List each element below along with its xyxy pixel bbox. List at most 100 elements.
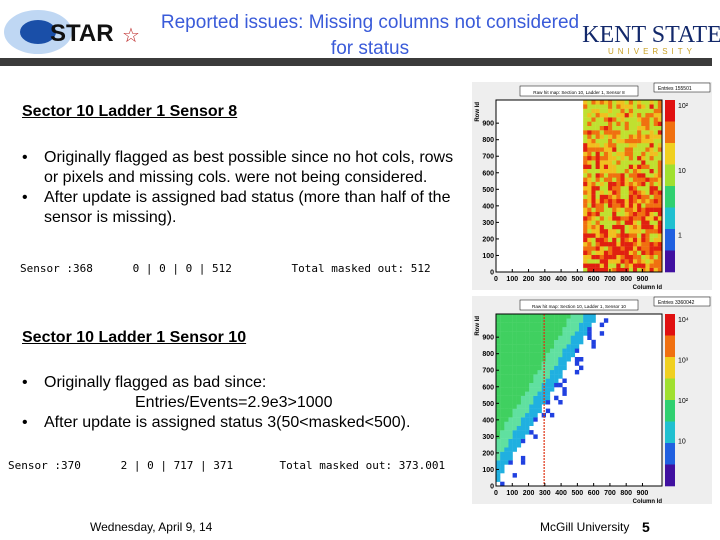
- heat-cell: [516, 365, 522, 371]
- heat-cell: [628, 263, 634, 268]
- heat-cell: [512, 438, 517, 444]
- heat-cell: [628, 186, 634, 191]
- x-tick-label: 300: [539, 276, 551, 283]
- heat-cell: [595, 104, 600, 109]
- heat-cell: [583, 322, 588, 328]
- heat-cell: [500, 335, 505, 340]
- heat-cell: [608, 263, 613, 268]
- heat-cell: [591, 138, 596, 144]
- heat-cell: [516, 443, 522, 448]
- heat-cell: [525, 357, 530, 362]
- heat-cell: [608, 100, 613, 105]
- heat-cell: [512, 335, 517, 340]
- heat-cell: [533, 331, 538, 336]
- heat-cell: [657, 237, 663, 243]
- heat-cell: [541, 412, 546, 418]
- heat-cell: [537, 357, 542, 362]
- heat-cell: [620, 121, 625, 126]
- heat-cell: [500, 455, 505, 461]
- heat-cell: [653, 100, 659, 105]
- heat-cell: [603, 216, 609, 221]
- heat-cell: [583, 224, 588, 230]
- heat-cell: [587, 117, 592, 122]
- entries: Entries 3360042: [658, 300, 695, 306]
- heat-cell: [500, 357, 505, 362]
- heat-cell: [645, 198, 650, 204]
- heat-cell: [508, 395, 513, 401]
- x-tick-label: 800: [620, 276, 632, 283]
- heat-cell: [587, 181, 592, 187]
- heat-cell: [512, 425, 517, 431]
- heat-cell: [628, 181, 634, 187]
- heat-cell: [587, 331, 592, 336]
- heat-cell: [608, 207, 613, 212]
- heat-cell: [657, 130, 663, 135]
- heat-cell: [641, 134, 646, 139]
- heat-cell: [595, 254, 600, 260]
- heat-cell: [653, 147, 659, 152]
- x-tick-label: 200: [523, 276, 535, 283]
- heat-cell: [591, 117, 596, 122]
- heat-cell: [533, 369, 538, 375]
- heat-cell: [562, 378, 567, 383]
- heat-cell: [637, 117, 642, 122]
- heat-cell: [620, 147, 625, 152]
- heat-cell: [583, 237, 588, 243]
- heat-cell: [508, 331, 513, 336]
- heat-cell: [653, 190, 659, 195]
- heat-cell: [545, 318, 551, 323]
- heat-cell: [520, 417, 526, 422]
- heat-cell: [620, 259, 625, 264]
- footer-date: Wednesday, April 9, 14: [90, 520, 213, 534]
- heat-cell: [632, 173, 638, 178]
- heat-cell: [612, 229, 617, 234]
- heat-cell: [645, 164, 650, 169]
- heat-cell: [533, 361, 538, 366]
- heat-cell: [587, 173, 592, 178]
- heat-cell: [628, 160, 634, 165]
- heat-cell: [558, 365, 563, 371]
- heat-cell: [537, 404, 542, 409]
- heat-cell: [637, 173, 642, 178]
- heat-cell: [603, 207, 609, 212]
- heat-cell: [637, 121, 642, 126]
- heat-cell: [637, 130, 642, 135]
- heat-cell: [603, 173, 609, 178]
- heat-cell: [500, 331, 505, 336]
- bullet-list: Originally flagged as best possible sinc…: [22, 148, 467, 228]
- heat-cell: [587, 104, 592, 109]
- heat-cell: [541, 395, 546, 401]
- heat-cell: [595, 267, 600, 273]
- heat-cell: [525, 318, 530, 323]
- heat-cell: [641, 177, 646, 182]
- heat-cell: [537, 335, 542, 340]
- heat-cell: [496, 460, 501, 465]
- heat-cell: [508, 339, 513, 345]
- heat-cell: [595, 108, 600, 114]
- heat-cell: [645, 168, 650, 174]
- heat-cell: [529, 357, 534, 362]
- heat-cell: [657, 121, 663, 126]
- heat-cell: [587, 259, 592, 264]
- heat-cell: [595, 186, 600, 191]
- colorbar-swatch: [665, 164, 675, 187]
- heat-cell: [529, 395, 534, 401]
- heat-cell: [603, 246, 609, 251]
- heat-cell: [516, 335, 522, 340]
- heat-cell: [620, 229, 625, 234]
- heat-cell: [645, 138, 650, 144]
- heat-cell: [583, 177, 588, 182]
- heat-cell: [508, 361, 513, 366]
- entries-box: [653, 82, 711, 93]
- heat-cell: [657, 108, 663, 114]
- heat-cell: [525, 400, 530, 405]
- heat-cell: [508, 400, 513, 405]
- heat-cell: [545, 391, 551, 396]
- heat-cell: [496, 352, 501, 358]
- heat-cell: [520, 339, 526, 345]
- heat-cell: [516, 395, 522, 401]
- heat-cell: [599, 203, 605, 208]
- heat-cell: [624, 241, 629, 247]
- heat-cell: [632, 151, 638, 157]
